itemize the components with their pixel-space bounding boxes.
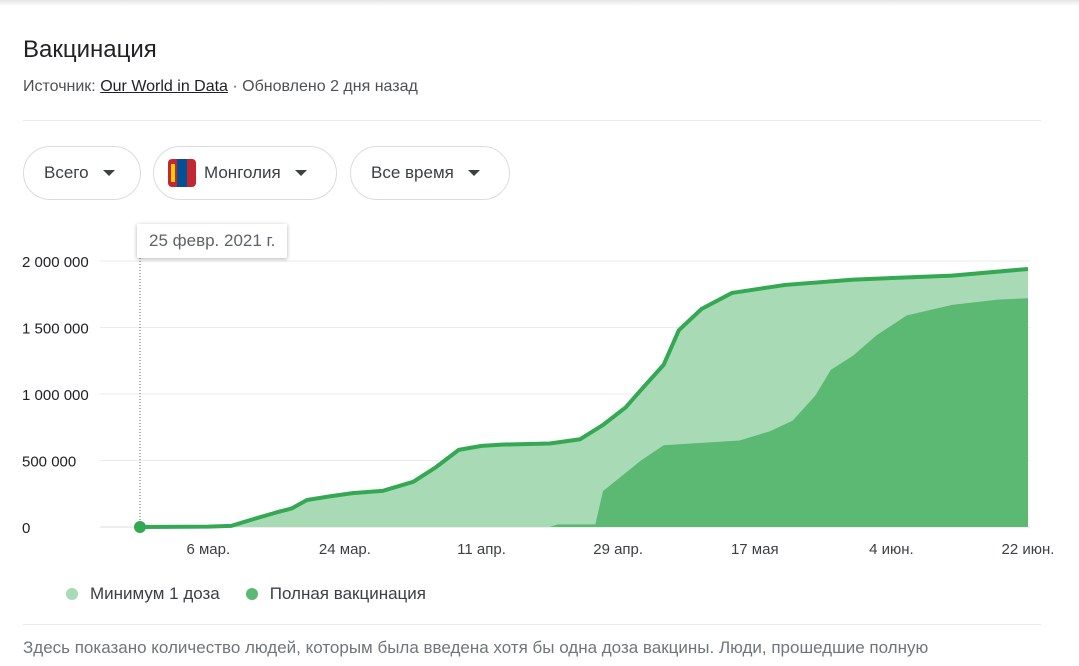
source-line: Источник: Our World in Data · Обновлено … [23,78,418,96]
legend-swatch-full [245,588,258,600]
divider [23,120,1041,121]
x-tick-label: 17 мая [731,541,779,558]
divider [23,624,1041,625]
country-label: Монголия [204,163,281,182]
dropdown-arrow-icon [467,170,480,176]
x-tick-label: 24 мар. [319,541,371,558]
x-tick-label: 11 апр. [457,541,506,558]
y-tick-label: 500 000 [22,454,76,471]
top-shadow [0,0,1079,6]
source-prefix: Источник: [23,78,96,95]
area-full-vaccination [140,298,1028,527]
x-tick-label: 6 мар. [186,541,230,558]
legend-label-full: Полная вакцинация [269,584,426,603]
x-tick-label: 29 апр. [593,541,643,558]
legend: Минимум 1 доза Полная вакцинация [66,584,426,604]
mongolia-flag-icon [168,159,196,187]
source-link[interactable]: Our World in Data [100,78,228,95]
x-tick-label: 4 июн. [869,541,914,558]
dropdown-arrow-icon [102,170,115,176]
legend-label-first-dose: Минимум 1 доза [90,584,220,603]
vaccination-chart[interactable]: 0 500 000 1 000 000 1 500 000 2 000 000 6 мар… [0,0,1079,570]
page-title: Вакцинация [23,36,157,63]
period-dropdown[interactable]: Все время [350,146,510,200]
line-first-dose [139,266,1029,529]
metric-label: Всего [44,163,89,182]
updated-text: · Обновлено 2 дня назад [227,78,418,95]
dropdown-arrow-icon [294,170,307,176]
chart-note: Здесь показано количество людей, которым… [23,638,929,657]
period-label: Все время [371,163,454,182]
legend-swatch-first-dose [66,588,78,600]
date-tooltip: 25 февр. 2021 г. [137,224,288,258]
y-tick-label: 0 [22,520,30,537]
cursor-point [134,521,146,533]
y-tick-label: 1 000 000 [22,387,89,404]
x-tick-label: 22 июн. [1002,541,1055,558]
y-tick-label: 1 500 000 [22,321,89,338]
y-tick-label: 2 000 000 [22,254,89,271]
metric-dropdown[interactable]: Всего [23,146,141,200]
country-dropdown[interactable]: Монголия [153,146,337,200]
